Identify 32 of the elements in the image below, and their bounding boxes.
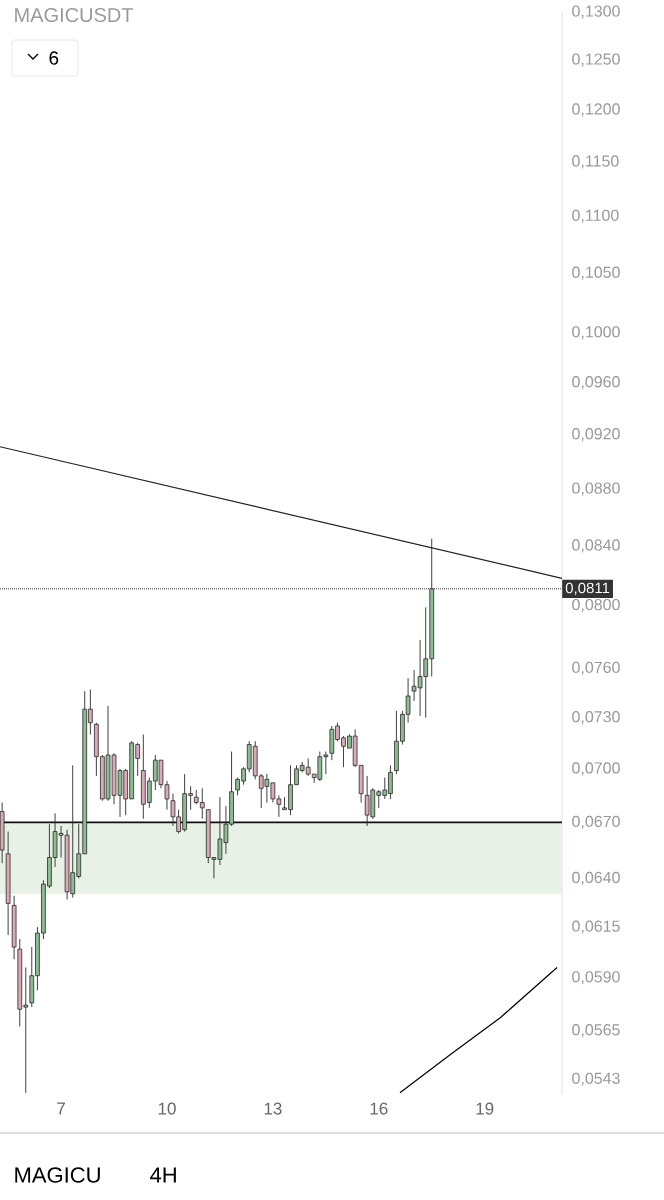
y-tick-label: 0,1100 (572, 209, 619, 223)
y-tick-label: 0,1300 (572, 5, 620, 19)
y-tick-label: 0,0800 (572, 598, 620, 613)
x-tick-label: 7 (57, 1102, 65, 1115)
y-tick-label: 0,1000 (572, 326, 620, 340)
chart-title: MAGICUSDT (15, 7, 134, 23)
y-tick-label: 0,0840 (572, 539, 620, 553)
x-tick-label: 16 (370, 1102, 388, 1115)
y-tick-label: 0,0730 (572, 711, 620, 725)
text: MAGICU (15, 1167, 100, 1183)
y-tick-label: 0,0960 (572, 376, 620, 390)
y-tick-label: 0,0590 (572, 971, 620, 985)
x-tick-label: 10 (158, 1102, 176, 1115)
y-tick-label: 0,0700 (572, 762, 620, 776)
y-tick-label: 0,0543 (572, 1072, 620, 1086)
y-tick-label: 0,0640 (572, 871, 620, 885)
line-series (399, 966, 558, 1094)
y-tick-label: 0,1200 (572, 103, 620, 117)
y-tick-label: 0,1150 (572, 155, 619, 169)
y-tick-label: 0,0615 (572, 920, 620, 934)
y-tick-label: 0,1050 (572, 266, 620, 280)
x-tick-label: 19 (476, 1102, 494, 1115)
y-tick-label: 0,0670 (572, 815, 620, 829)
text: 4H (150, 1167, 176, 1183)
y-tick-label: 0,0565 (572, 1024, 620, 1038)
ref-line-label: 0,0811 (565, 582, 610, 596)
y-tick-label: 0,1250 (572, 53, 620, 67)
y-tick-label: 0,0760 (572, 661, 620, 675)
y-tick-label: 0,0880 (572, 482, 620, 496)
x-tick-label: 13 (264, 1102, 282, 1115)
y-tick-label: 0,0920 (572, 428, 620, 442)
annotation: 6 (49, 51, 59, 65)
